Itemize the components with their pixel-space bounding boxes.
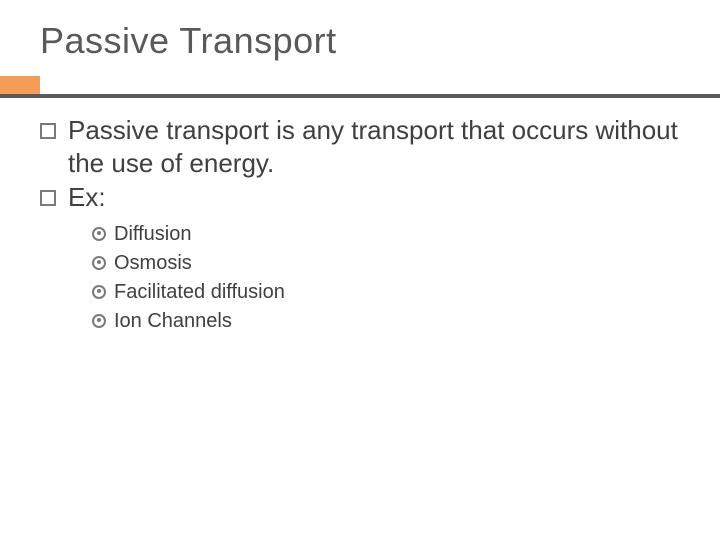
list-item: Osmosis <box>92 249 680 278</box>
list-item-label: Ex: <box>68 182 106 212</box>
list-item: Passive transport is any transport that … <box>40 114 680 179</box>
slide-title: Passive Transport <box>40 20 680 62</box>
list-item: Ex: Diffusion Osmosis Facilitated diffus… <box>40 181 680 336</box>
horizontal-rule <box>0 94 720 98</box>
content-area: Passive transport is any transport that … <box>40 76 680 336</box>
bullet-list-level2: Diffusion Osmosis Facilitated diffusion … <box>92 220 680 336</box>
list-item: Facilitated diffusion <box>92 278 680 307</box>
list-item: Diffusion <box>92 220 680 249</box>
bullet-list-level1: Passive transport is any transport that … <box>40 114 680 336</box>
slide: Passive Transport Passive transport is a… <box>0 0 720 540</box>
list-item: Ion Channels <box>92 307 680 336</box>
accent-block <box>0 76 40 94</box>
